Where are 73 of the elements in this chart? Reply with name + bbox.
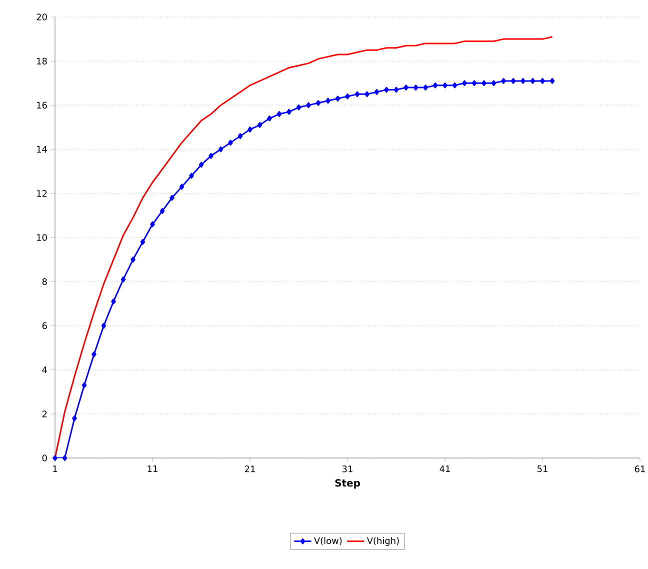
- point: [404, 84, 408, 90]
- x-tick-label: 31: [342, 466, 352, 472]
- point: [472, 80, 477, 86]
- point: [82, 382, 87, 388]
- x-tick-label: 21: [244, 466, 255, 472]
- point: [345, 93, 350, 100]
- point: [306, 102, 311, 108]
- point: [550, 78, 555, 84]
- point: [462, 80, 467, 86]
- point: [208, 152, 214, 159]
- point: [248, 126, 252, 132]
- point: [276, 111, 282, 117]
- legend-label: V(low): [314, 537, 342, 546]
- y-tick-label: 6: [42, 322, 47, 330]
- point: [491, 80, 496, 86]
- y-tick-label: 18: [37, 58, 47, 64]
- y-tick-label: 4: [42, 366, 47, 374]
- x-tick-label: 61: [634, 466, 645, 472]
- point: [170, 194, 174, 201]
- y-tick-label: 12: [37, 190, 47, 197]
- point: [482, 80, 486, 86]
- point: [423, 84, 428, 90]
- point: [354, 91, 360, 98]
- point: [296, 104, 302, 110]
- x-axis-title: Step: [335, 479, 360, 489]
- point: [335, 96, 340, 102]
- point: [520, 78, 526, 84]
- point: [267, 115, 272, 122]
- point: [452, 82, 458, 88]
- y-tick-label: 2: [42, 410, 47, 418]
- x-tick-label: 51: [537, 466, 548, 472]
- point: [72, 415, 77, 422]
- point: [228, 140, 233, 146]
- y-tick-label: 16: [37, 102, 47, 109]
- point: [326, 98, 330, 104]
- y-tick-label: 0: [42, 454, 47, 462]
- point: [384, 86, 389, 93]
- point: [160, 208, 165, 214]
- point: [130, 256, 136, 262]
- point: [92, 351, 96, 358]
- x-tick-label: 11: [148, 466, 158, 472]
- point: [198, 162, 204, 168]
- point: [364, 91, 370, 98]
- point: [432, 82, 438, 88]
- y-tick-label: 8: [42, 278, 47, 285]
- y-tick-label: 20: [36, 14, 47, 20]
- point: [120, 276, 126, 282]
- point: [238, 133, 243, 140]
- point: [316, 100, 321, 106]
- point: [286, 108, 292, 115]
- point: [530, 78, 536, 84]
- x-tick-label: 1: [53, 466, 58, 472]
- point: [179, 184, 184, 190]
- point: [442, 82, 448, 88]
- point: [257, 122, 262, 128]
- point: [374, 89, 380, 95]
- point: [189, 172, 194, 179]
- point: [394, 86, 399, 93]
- y-tick-label: 10: [37, 234, 47, 241]
- point: [501, 78, 506, 84]
- point: [101, 322, 106, 329]
- point: [413, 84, 418, 90]
- point: [62, 455, 68, 461]
- x-tick-label: 41: [440, 466, 450, 472]
- point: [150, 221, 155, 228]
- y-tick-label: 14: [37, 146, 47, 153]
- point: [52, 455, 58, 461]
- legend-label: V(high): [366, 537, 399, 546]
- point: [540, 78, 545, 84]
- point: [140, 238, 146, 245]
- point: [218, 146, 224, 152]
- point: [510, 78, 516, 84]
- point: [111, 298, 116, 304]
